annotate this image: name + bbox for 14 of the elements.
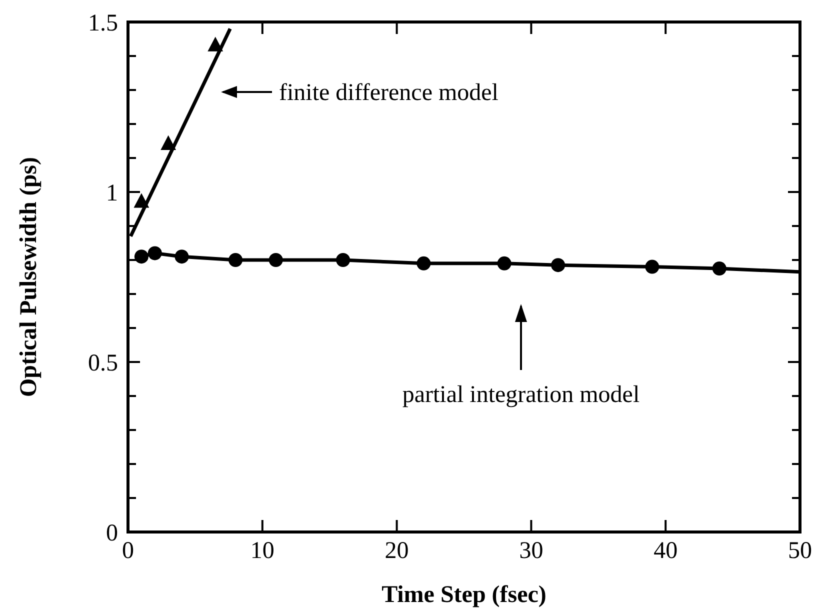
y-tick-label: 1 — [106, 180, 118, 206]
y-tick-label: 0.5 — [88, 350, 118, 376]
annotation: partial integration model — [402, 382, 640, 408]
x-tick-label: 10 — [250, 538, 274, 564]
y-axis-title: Optical Pulsewidth (ps) — [16, 156, 42, 398]
x-tick-label: 0 — [122, 538, 134, 564]
x-tick-label: 50 — [788, 538, 812, 564]
annotation: finite difference model — [279, 80, 499, 106]
x-axis-title: Time Step (fsec) — [382, 582, 546, 608]
x-tick-label: 30 — [519, 538, 544, 564]
x-tick-label: 40 — [654, 538, 678, 564]
y-tick-label: 0 — [106, 520, 118, 546]
y-tick-label: 1.5 — [88, 10, 118, 36]
x-tick-label: 20 — [384, 538, 409, 564]
